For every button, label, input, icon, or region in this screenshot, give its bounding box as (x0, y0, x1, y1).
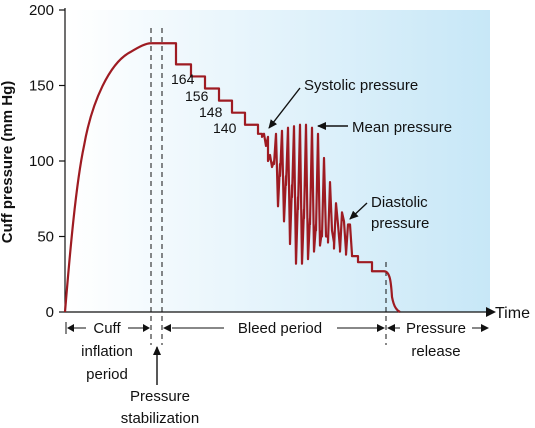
mean-pressure-label: Mean pressure (352, 119, 452, 136)
release-label-line1: Pressure (406, 320, 466, 337)
cuff-pressure-trace (63, 42, 401, 313)
y-axis-label: Cuff pressure (mm Hg) (0, 81, 16, 244)
diastolic-pressure-label-line2: pressure (371, 215, 429, 232)
y-tick-label: 0 (46, 304, 54, 321)
cuff-phase-arrows (65, 322, 143, 334)
x-axis-arrow-icon (486, 307, 496, 317)
systolic-arrow (268, 87, 301, 129)
release-label-line2: release (411, 343, 460, 360)
diastolic-arrow (349, 202, 368, 220)
step-label-148: 148 (199, 104, 223, 120)
cuff-left-arrowhead-icon (67, 324, 74, 332)
bleed-right-arrowhead-icon (377, 324, 385, 332)
y-tick-label: 200 (29, 2, 54, 19)
cuff-label-line1: Cuff (93, 320, 121, 337)
cuff-label-line3: period (86, 366, 128, 383)
cuff-label-line2: inflation (81, 343, 133, 360)
bleed-period-label: Bleed period (238, 320, 322, 337)
bleed-left-arrowhead-icon (163, 324, 171, 332)
x-axis-label: Time (495, 305, 530, 322)
step-label-164: 164 (171, 71, 195, 87)
systolic-pressure-label: Systolic pressure (304, 77, 418, 94)
release-right-arrowhead-icon (481, 324, 489, 332)
y-tick-label: 100 (29, 153, 54, 170)
stabilization-label-line2: stabilization (121, 410, 199, 427)
release-left-arrowhead-icon (387, 324, 395, 332)
y-tick-label: 50 (37, 229, 54, 246)
cuff-right-arrowhead-icon (143, 324, 150, 332)
diastolic-pressure-label-line1: Diastolic (371, 194, 428, 211)
step-label-140: 140 (213, 120, 237, 136)
y-tick-label: 150 (29, 78, 54, 95)
step-label-156: 156 (185, 88, 209, 104)
stabilization-label-line1: Pressure (130, 388, 190, 405)
